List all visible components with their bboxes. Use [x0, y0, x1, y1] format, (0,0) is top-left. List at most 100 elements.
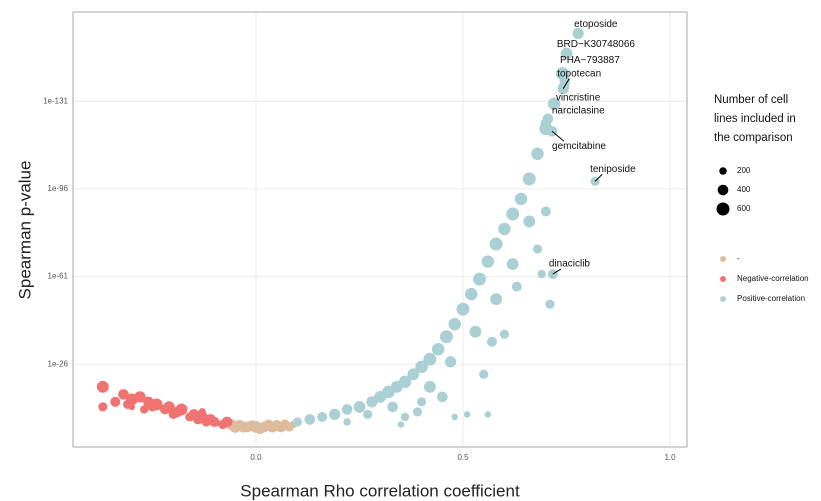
point	[343, 418, 351, 426]
point	[431, 343, 445, 356]
point	[540, 206, 551, 217]
size-legend-title: the comparison	[714, 132, 793, 144]
point	[506, 258, 519, 271]
point	[522, 172, 536, 186]
point	[465, 287, 478, 301]
point	[489, 237, 503, 251]
point	[118, 389, 129, 400]
point	[363, 409, 373, 420]
point	[247, 420, 257, 429]
point	[163, 401, 175, 413]
point	[499, 329, 510, 339]
point	[547, 269, 558, 280]
point	[423, 380, 436, 393]
point	[400, 412, 410, 422]
point	[98, 402, 108, 412]
annotation-connector	[551, 130, 565, 142]
point	[140, 405, 149, 414]
point	[558, 80, 570, 92]
point	[209, 416, 220, 427]
panel-border	[72, 11, 688, 448]
legend-key	[720, 276, 726, 282]
point	[490, 293, 503, 306]
annotation-connector	[552, 268, 562, 275]
size-legend-label: 200	[737, 166, 751, 175]
annotation-label: dinaciclib	[549, 259, 591, 270]
point	[572, 27, 584, 40]
point	[417, 397, 427, 407]
annotation-label: BRD−K30748066	[557, 39, 636, 50]
point	[423, 352, 437, 366]
point	[128, 403, 136, 411]
annotation-label: vincristine	[556, 92, 601, 103]
point	[407, 368, 420, 381]
annotation-label: gemcitabine	[552, 141, 606, 152]
point	[560, 47, 573, 60]
point	[451, 413, 458, 421]
legend-label: Negative-correlation	[737, 274, 809, 283]
point	[317, 411, 328, 422]
annotation-label: topotecan	[557, 68, 601, 79]
legend-label: Positive-correlation	[737, 294, 805, 303]
point	[387, 401, 398, 413]
annotation-connector	[594, 174, 603, 182]
point	[412, 407, 423, 417]
point	[341, 404, 353, 415]
point	[292, 417, 302, 427]
point	[537, 269, 546, 279]
point	[532, 244, 543, 254]
size-legend-title: lines included in	[714, 113, 796, 125]
point	[444, 356, 457, 368]
x-tick-label: 0.0	[250, 453, 262, 462]
point	[397, 421, 405, 428]
point	[439, 330, 453, 344]
legend-key	[720, 256, 726, 262]
legend-label: -	[737, 254, 740, 263]
y-tick-label: 1e-131	[43, 96, 68, 105]
size-legend-label: 600	[737, 204, 751, 213]
annotation-label: teniposide	[590, 164, 636, 175]
point	[329, 408, 341, 421]
point	[514, 192, 528, 206]
size-legend-label: 400	[737, 185, 751, 194]
point	[221, 416, 233, 428]
point	[96, 380, 109, 393]
x-tick-label: 1.0	[664, 453, 676, 462]
point	[473, 272, 487, 286]
point	[481, 255, 495, 268]
point	[547, 97, 561, 110]
point	[353, 400, 366, 413]
point	[175, 403, 188, 416]
y-tick-label: 1e-61	[48, 272, 69, 281]
y-tick-label: 1e-96	[48, 184, 69, 193]
point	[437, 391, 448, 403]
annotation-connector	[562, 78, 570, 89]
legend-key	[720, 296, 726, 302]
point	[134, 391, 146, 403]
point	[456, 302, 470, 316]
size-legend-title: Number of cell	[714, 94, 788, 106]
annotation-label: PHA−793887	[560, 55, 620, 66]
point	[542, 113, 554, 125]
point	[469, 325, 482, 338]
point	[198, 408, 206, 416]
point	[487, 336, 497, 347]
point	[448, 317, 461, 331]
size-legend-key	[716, 202, 730, 216]
y-axis-label: Spearman p-value	[15, 161, 34, 300]
annotation-label: narciclasine	[552, 105, 605, 116]
point	[545, 299, 555, 309]
y-tick-label: 1e-26	[48, 359, 69, 368]
point	[398, 375, 412, 389]
point	[506, 207, 520, 221]
x-tick-label: 0.5	[457, 453, 469, 462]
point	[150, 398, 163, 411]
point	[531, 147, 544, 161]
point	[463, 411, 471, 418]
point	[415, 360, 428, 374]
point	[523, 215, 536, 228]
point	[304, 414, 316, 425]
point	[484, 411, 492, 418]
size-legend-key	[717, 184, 729, 196]
